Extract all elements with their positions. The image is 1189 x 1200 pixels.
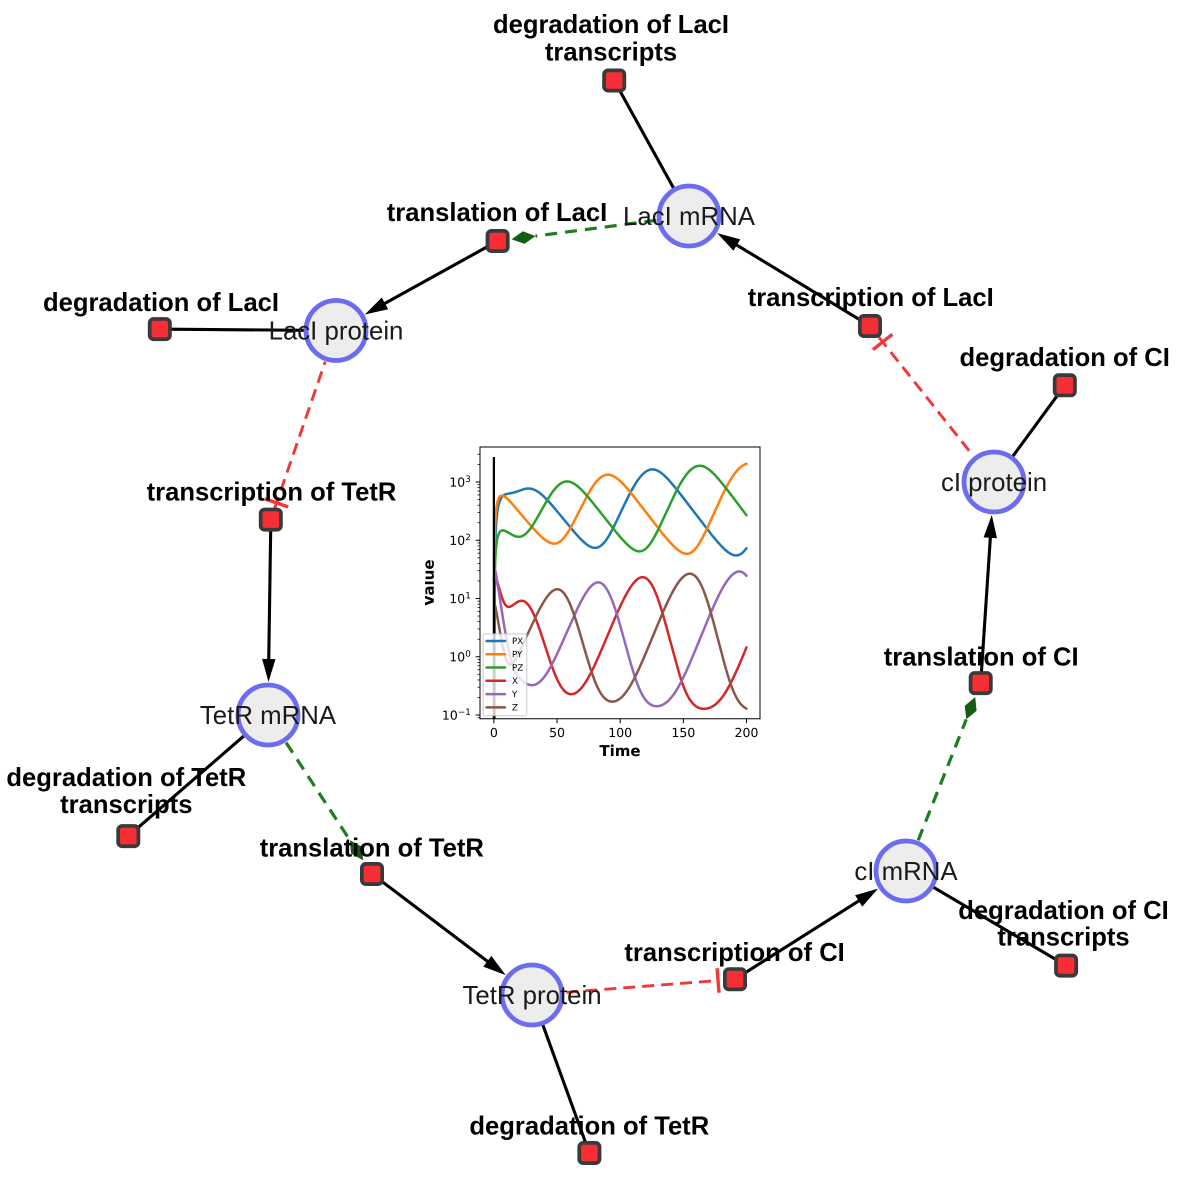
svg-text:LacI mRNA: LacI mRNA bbox=[623, 203, 756, 231]
svg-text:degradation of TetR: degradation of TetR bbox=[469, 1113, 709, 1141]
svg-text:transcripts: transcripts bbox=[60, 791, 192, 819]
svg-text:degradation of LacI: degradation of LacI bbox=[43, 289, 279, 317]
svg-text:degradation of CI: degradation of CI bbox=[959, 344, 1169, 372]
svg-text:TetR mRNA: TetR mRNA bbox=[200, 702, 337, 730]
svg-text:TetR protein: TetR protein bbox=[462, 982, 601, 1010]
svg-text:transcripts: transcripts bbox=[997, 924, 1129, 952]
svg-text:cI protein: cI protein bbox=[941, 469, 1047, 497]
svg-text:translation of TetR: translation of TetR bbox=[260, 835, 484, 863]
svg-text:degradation of LacI: degradation of LacI bbox=[493, 11, 729, 39]
svg-text:cI mRNA: cI mRNA bbox=[854, 858, 958, 886]
svg-text:degradation of CI: degradation of CI bbox=[958, 897, 1168, 925]
svg-text:transcription of CI: transcription of CI bbox=[624, 939, 844, 967]
svg-text:transcription of LacI: transcription of LacI bbox=[748, 284, 994, 312]
svg-text:translation of CI: translation of CI bbox=[884, 644, 1079, 672]
svg-text:transcription of TetR: transcription of TetR bbox=[147, 479, 397, 507]
svg-text:translation of LacI: translation of LacI bbox=[387, 199, 607, 227]
svg-text:degradation of TetR: degradation of TetR bbox=[6, 764, 246, 792]
svg-text:LacI protein: LacI protein bbox=[269, 318, 404, 346]
svg-text:transcripts: transcripts bbox=[545, 39, 677, 67]
